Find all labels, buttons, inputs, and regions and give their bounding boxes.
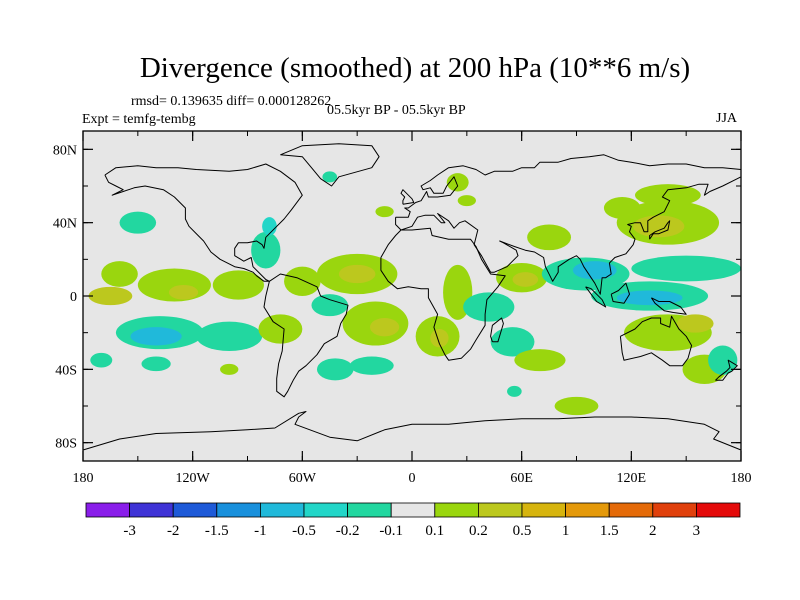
colorbar-box: [259, 502, 305, 518]
lat-tick-label: 40S: [55, 363, 77, 378]
contour-region: [514, 349, 566, 372]
colorbar-label: 3: [693, 523, 701, 539]
lon-tick-label: 0: [409, 471, 416, 486]
contour-region: [316, 358, 354, 381]
colorbar-label: -1: [254, 523, 267, 539]
contour-region: [322, 171, 338, 183]
map-title: Divergence (smoothed) at 200 hPa (10**6 …: [139, 52, 691, 84]
coastline-uk: [400, 189, 415, 205]
colorbar-box: [129, 502, 174, 518]
colorbar-box: [565, 502, 610, 518]
colorbar-box: [347, 502, 392, 518]
contour-region: [430, 329, 449, 348]
contour-region: [512, 272, 539, 287]
coastline-japan: [649, 220, 671, 240]
coastline-borneo: [610, 282, 630, 304]
stats-label: rmsd= 0.139635 diff= 0.000128262: [131, 94, 332, 109]
lon-tick-label: 120W: [176, 471, 211, 486]
colorbar-box: [85, 502, 130, 518]
colorbar-label: 1.5: [600, 523, 619, 539]
colorbar-box: [696, 502, 741, 518]
colorbar-label: 2: [649, 523, 657, 539]
contour-region: [457, 195, 476, 207]
colorbar-box: [172, 502, 218, 518]
contour-region: [311, 294, 349, 317]
colorbar-label: -1.5: [205, 523, 229, 539]
colorbar-label: 0.1: [425, 523, 444, 539]
period-label: 05.5kyr BP - 05.5kyr BP: [327, 103, 466, 118]
contour-region: [168, 285, 199, 300]
coastline-north-america: [104, 163, 303, 282]
experiment-label: Expt = temfg-tembg: [82, 112, 196, 127]
contour-region: [634, 184, 701, 207]
coastline-south-america: [263, 273, 349, 398]
season-label: JJA: [716, 111, 738, 126]
contour-region: [284, 266, 321, 297]
colorbar-box: [652, 502, 697, 518]
contour-region: [212, 270, 264, 300]
contour-region: [446, 173, 469, 192]
contour-region: [90, 352, 113, 368]
contour-region: [141, 356, 171, 372]
colorbar-box: [390, 502, 436, 518]
coastline-new-zealand: [715, 359, 738, 381]
coastline-madagascar: [490, 317, 504, 343]
contour-region: [220, 363, 239, 375]
colorbar-label: 0.5: [513, 523, 532, 539]
lon-tick-label: 120E: [617, 471, 647, 486]
contour-region: [603, 197, 641, 219]
lat-tick-label: 80S: [55, 437, 77, 452]
lat-tick-label: 80N: [53, 143, 77, 158]
coastline-sumatra: [585, 286, 607, 308]
contour-region: [251, 231, 281, 269]
contour-region: [677, 314, 714, 333]
coastline-australia: [619, 315, 693, 367]
contour-region: [490, 327, 535, 357]
contour-region: [101, 261, 138, 287]
contour-region: [196, 321, 263, 352]
colorbar-box: [477, 502, 523, 518]
contour-region: [262, 217, 277, 236]
lon-tick-label: 180: [73, 471, 94, 486]
lon-tick-label: 60E: [510, 471, 533, 486]
contour-region: [554, 396, 599, 416]
colorbar-label: 0.2: [469, 523, 488, 539]
lat-tick-label: 0: [70, 290, 77, 305]
coastline-greenland: [280, 143, 380, 187]
contour-region: [88, 286, 133, 306]
coastline-antarctica: [82, 411, 742, 451]
contour-region: [463, 292, 515, 322]
lon-tick-label: 60W: [289, 471, 317, 486]
contour-region: [631, 255, 742, 282]
coastline-new-guinea: [650, 297, 687, 315]
colorbar-box: [434, 502, 479, 518]
colorbar-box: [521, 502, 566, 518]
contour-region: [349, 356, 394, 375]
contour-region: [130, 327, 182, 346]
colorbar-box: [608, 502, 654, 518]
contour-region: [507, 385, 522, 397]
lon-tick-label: 180: [731, 471, 752, 486]
contour-region: [375, 206, 394, 218]
colorbar-label: -2: [167, 523, 180, 539]
contour-region: [369, 318, 400, 337]
coastline-europe-asia: [395, 154, 742, 295]
contour-region: [119, 211, 157, 234]
contour-region: [258, 314, 303, 344]
colorbar-label: 1: [562, 523, 570, 539]
colorbar-label: -3: [123, 523, 136, 539]
coastline-africa: [380, 227, 506, 361]
colorbar-box: [216, 502, 261, 518]
colorbar-label: -0.5: [292, 523, 316, 539]
lat-tick-label: 40N: [53, 217, 77, 232]
colorbar-label: -0.1: [379, 523, 403, 539]
contour-region: [338, 264, 376, 284]
contour-region: [527, 224, 572, 251]
colorbar-label: -0.2: [336, 523, 360, 539]
colorbar-box: [303, 502, 348, 518]
